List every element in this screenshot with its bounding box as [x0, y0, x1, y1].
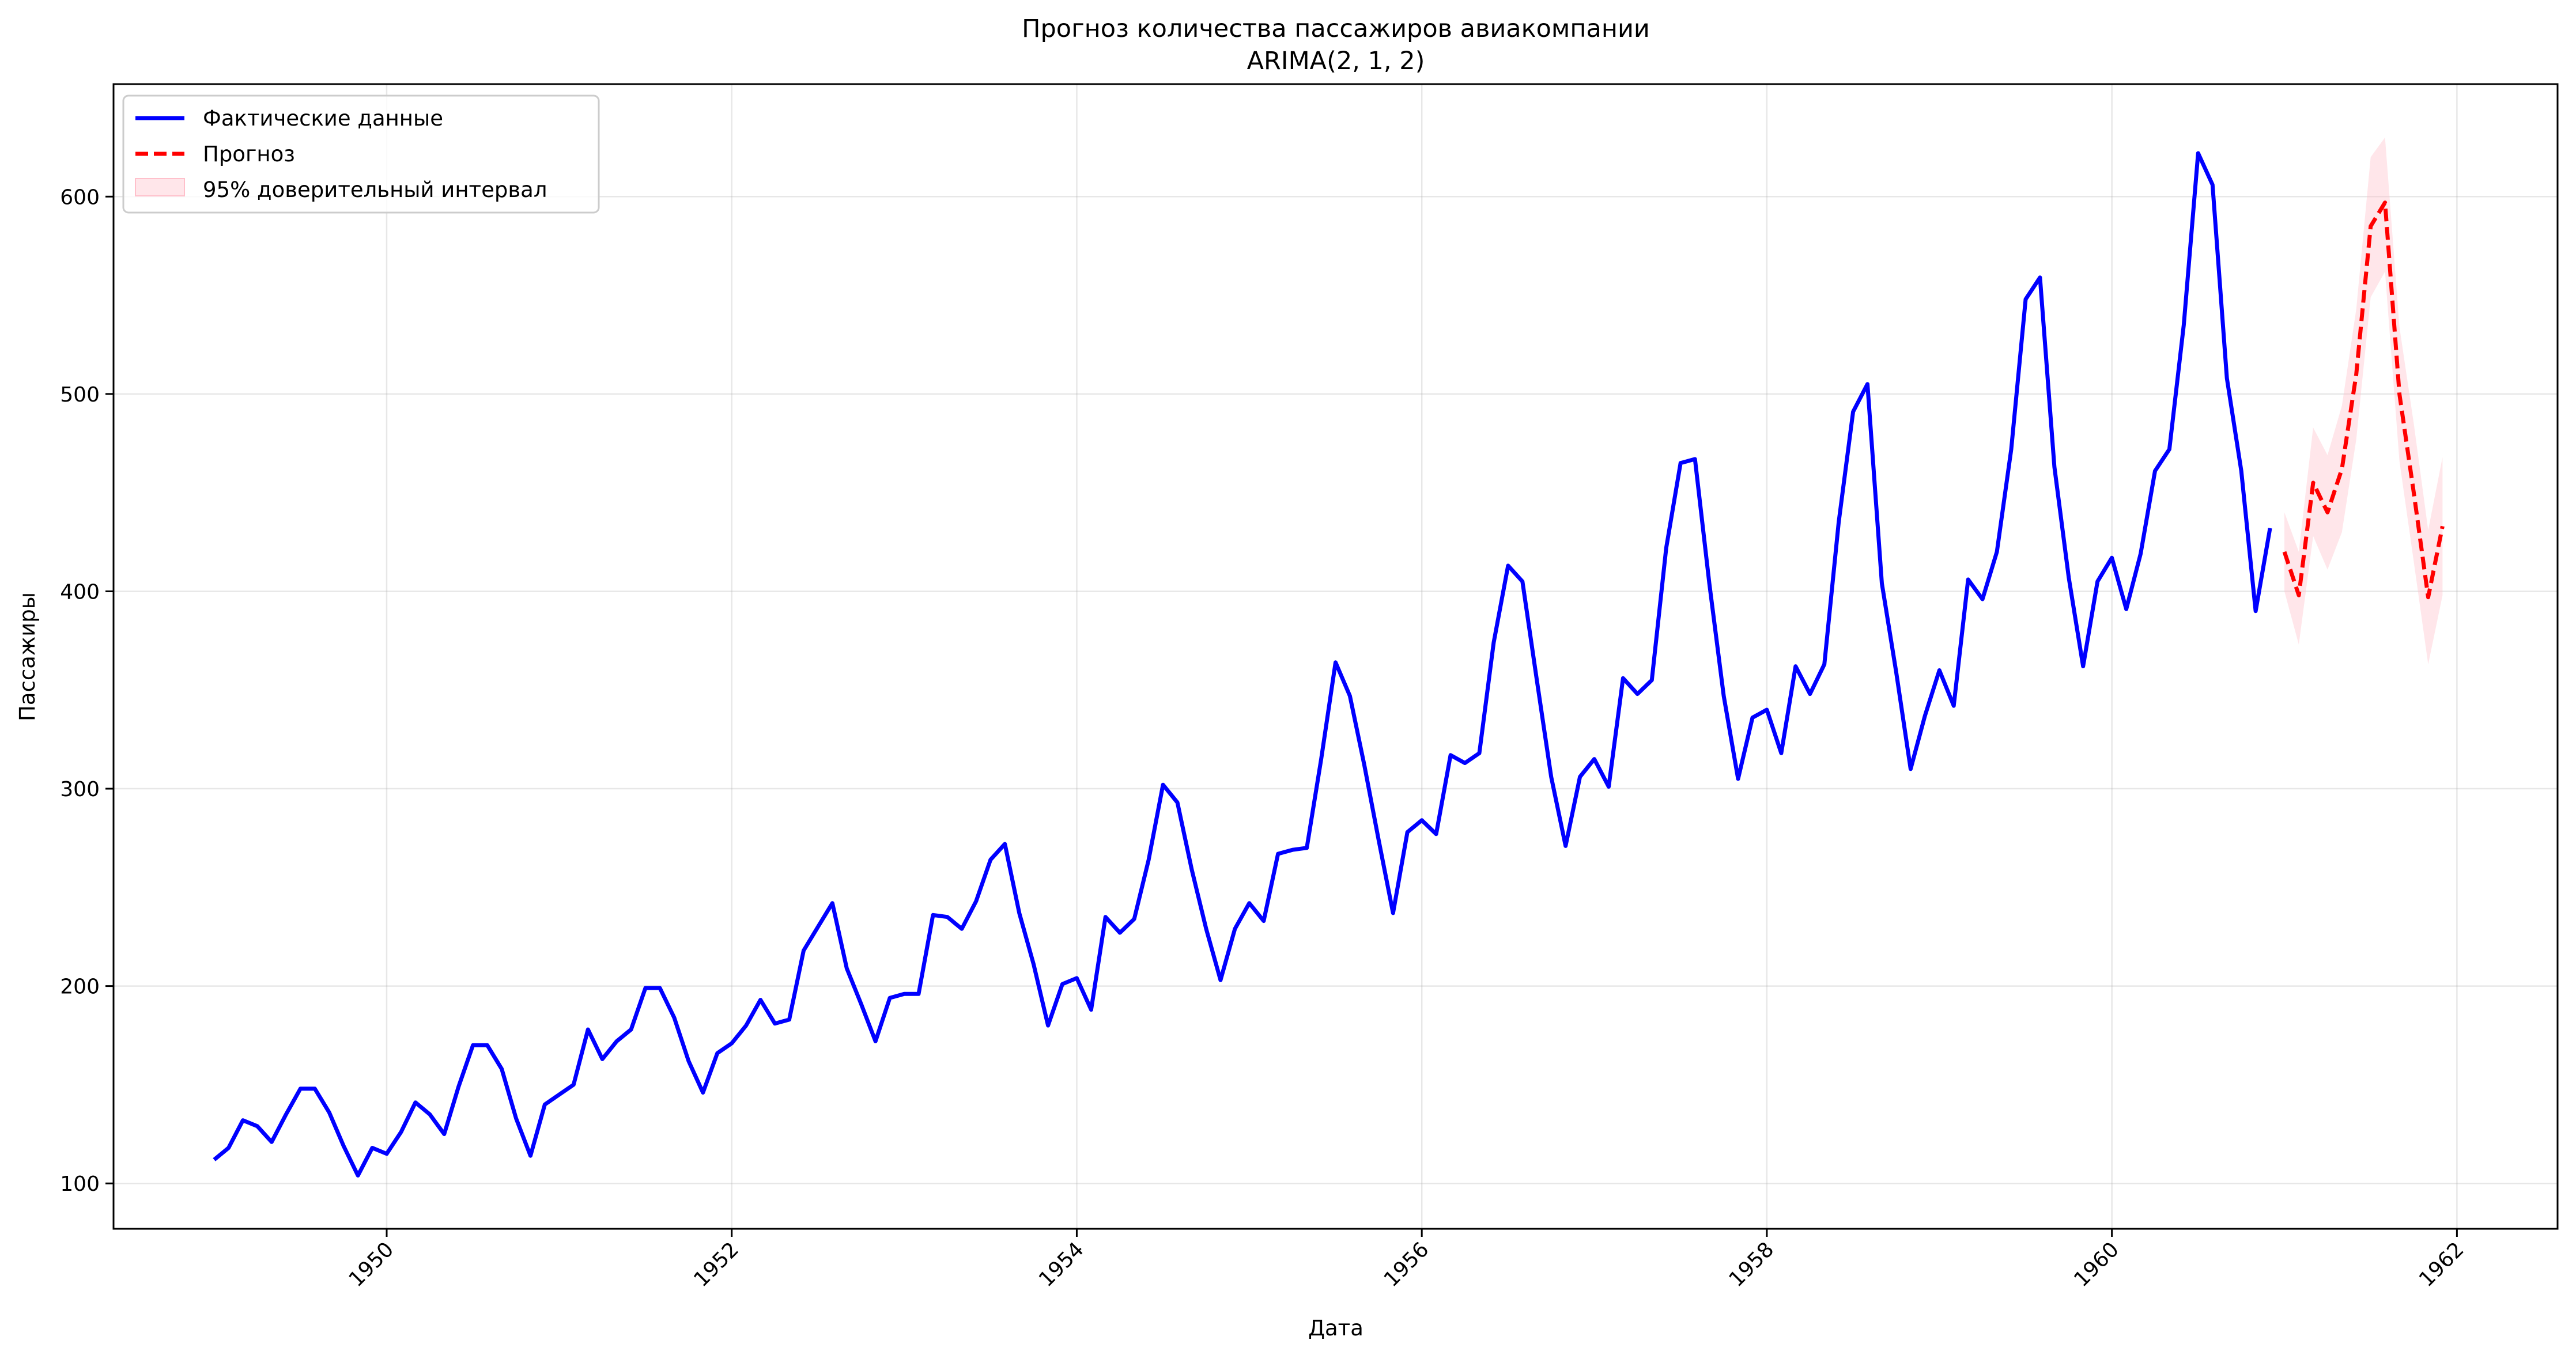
legend: Фактические данные Прогноз 95% доверител… — [122, 94, 600, 214]
legend-label-confidence: 95% доверительный интервал — [203, 177, 547, 202]
confidence-band-area — [2284, 137, 2443, 665]
plot-area-frame — [112, 83, 2559, 1230]
x-axis-label: Дата — [1308, 1316, 1363, 1341]
chart-subtitle: ARIMA(2, 1, 2) — [1247, 47, 1425, 75]
legend-frame — [122, 94, 600, 214]
y-tick-label: 600 — [60, 186, 100, 209]
legend-label-forecast: Прогноз — [203, 142, 295, 166]
chart-title: Прогноз количества пассажиров авиакомпан… — [1022, 14, 1650, 43]
actual-data-line — [213, 151, 2272, 1178]
y-tick-label: 100 — [60, 1172, 100, 1196]
confidence-band-layer — [2284, 137, 2443, 665]
y-tick-label: 500 — [60, 383, 100, 407]
series-layer — [213, 151, 2445, 1178]
legend-label-actual: Фактические данные — [203, 106, 443, 131]
grid-lines — [114, 84, 2558, 1229]
y-tick-label: 400 — [60, 580, 100, 604]
legend-band-swatch-icon — [135, 178, 185, 196]
forecast-line — [2282, 200, 2445, 600]
y-tick-label: 300 — [60, 778, 100, 801]
y-tick-label: 200 — [60, 975, 100, 999]
y-axis-label: Пассажиры — [15, 592, 40, 721]
y-axis-ticks: 100 200 300 400 500 600 — [60, 186, 114, 1196]
